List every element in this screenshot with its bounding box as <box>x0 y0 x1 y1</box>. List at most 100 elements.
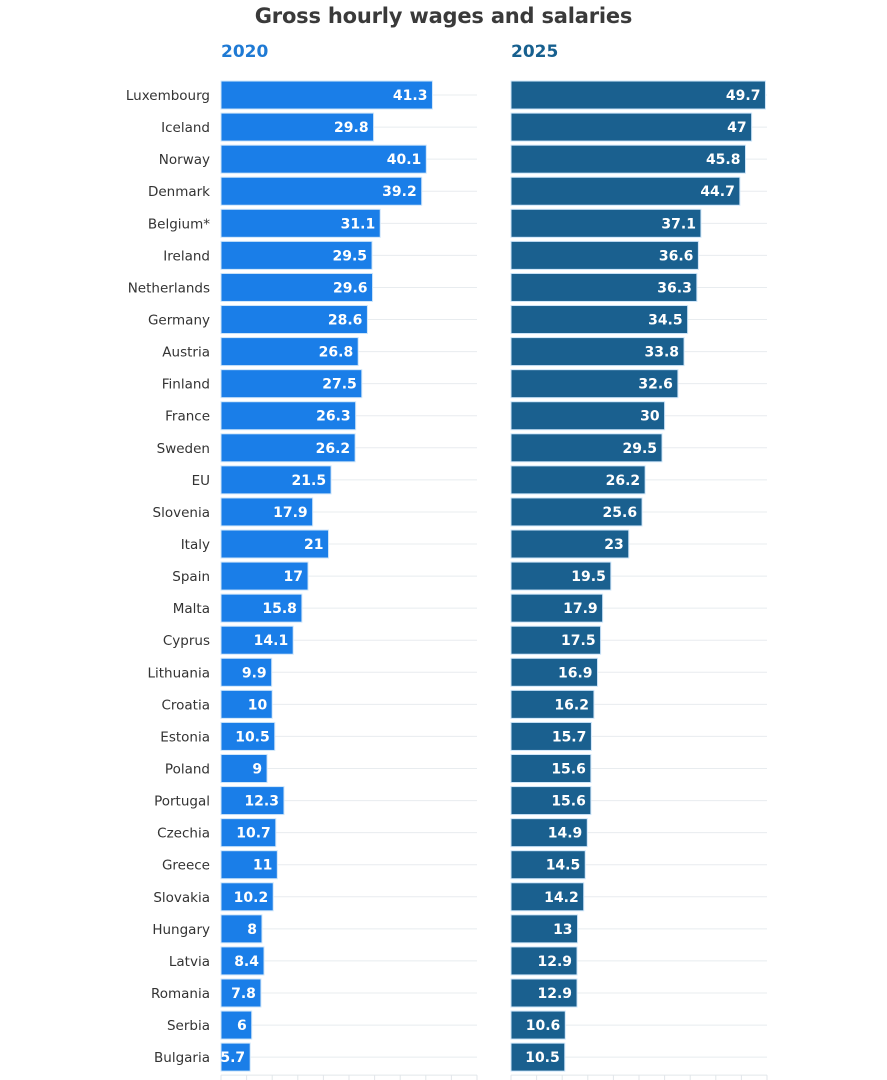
data-label: 40.1 <box>387 152 422 168</box>
data-label: 33.8 <box>645 345 680 361</box>
bar-2025 <box>510 208 702 238</box>
category-label: Croatia <box>161 697 210 713</box>
data-label: 17.9 <box>273 505 308 521</box>
chart-title: Gross hourly wages and salaries <box>254 4 633 28</box>
bar-2025 <box>510 1042 566 1072</box>
category-label: Estonia <box>160 729 210 745</box>
bar-2025 <box>510 561 612 591</box>
category-label: Denmark <box>148 184 210 200</box>
bar-2025 <box>510 754 592 784</box>
bar-2025 <box>510 914 579 944</box>
bar-2020 <box>220 786 285 816</box>
data-label: 19.5 <box>571 569 606 585</box>
category-label: Slovakia <box>153 890 210 906</box>
bar-2025 <box>510 433 663 463</box>
bar-2025 <box>510 305 689 335</box>
data-label: 12.9 <box>538 954 573 970</box>
category-label: Lithuania <box>147 665 210 681</box>
bar-2025 <box>510 882 585 912</box>
bar-2020 <box>220 689 273 719</box>
category-label: Sweden <box>157 441 210 457</box>
data-label: 12.9 <box>538 986 573 1002</box>
data-label: 14.5 <box>546 858 581 874</box>
data-label: 15.6 <box>551 794 586 810</box>
data-label: 7.8 <box>231 986 256 1002</box>
data-label: 16.2 <box>554 697 589 713</box>
data-label: 29.5 <box>332 248 367 264</box>
bar-2020 <box>220 978 262 1008</box>
bar-2025 <box>510 625 602 655</box>
category-label: Greece <box>162 858 210 874</box>
bar-2020 <box>220 914 263 944</box>
data-label: 9 <box>252 762 262 778</box>
category-label: Czechia <box>157 826 210 842</box>
panel-title-2020: 2020 <box>221 42 269 62</box>
bar-2020 <box>220 946 265 976</box>
panel-title-2025: 2025 <box>511 42 559 62</box>
category-label: Malta <box>173 601 210 617</box>
category-label: Portugal <box>154 794 210 810</box>
data-label: 27.5 <box>322 377 357 393</box>
bar-2025 <box>510 657 599 687</box>
data-label: 31.1 <box>341 216 376 232</box>
data-label: 10.7 <box>236 826 271 842</box>
data-label: 21.5 <box>292 473 327 489</box>
data-label: 17 <box>284 569 303 585</box>
category-label: Spain <box>172 569 210 585</box>
data-label: 17.5 <box>561 633 596 649</box>
data-label: 14.1 <box>254 633 289 649</box>
bar-2025 <box>510 240 699 270</box>
bar-2020 <box>220 337 359 367</box>
data-label: 10.2 <box>234 890 269 906</box>
data-label: 15.7 <box>552 729 587 745</box>
category-label: France <box>165 409 210 425</box>
category-label: Hungary <box>152 922 210 938</box>
data-label: 21 <box>304 537 323 553</box>
bar-2020 <box>220 401 357 431</box>
category-label: Iceland <box>161 120 210 136</box>
data-label: 10.5 <box>525 1050 560 1066</box>
category-label: Luxembourg <box>126 88 210 104</box>
data-label: 10.5 <box>235 729 270 745</box>
data-label: 5.7 <box>220 1050 245 1066</box>
data-label: 9.9 <box>242 665 267 681</box>
data-label: 29.5 <box>622 441 657 457</box>
bar-2020 <box>220 721 276 751</box>
bar-2020 <box>220 850 278 880</box>
bar-2025 <box>510 272 698 302</box>
bar-2020 <box>220 240 373 270</box>
data-label: 15.6 <box>551 762 586 778</box>
bar-2025 <box>510 850 586 880</box>
data-label: 15.8 <box>262 601 297 617</box>
data-label: 16.9 <box>558 665 593 681</box>
bar-2020 <box>220 882 274 912</box>
data-label: 13 <box>553 922 572 938</box>
data-label: 12.3 <box>244 794 279 810</box>
data-label: 41.3 <box>393 88 428 104</box>
data-label: 36.6 <box>659 248 694 264</box>
data-label: 28.6 <box>328 313 363 329</box>
category-label: Cyprus <box>163 633 210 649</box>
bar-2020 <box>220 465 332 495</box>
data-label: 10.6 <box>526 1018 561 1034</box>
bar-2025 <box>510 946 578 976</box>
data-label: 37.1 <box>661 216 696 232</box>
bar-2025 <box>510 786 592 816</box>
data-label: 45.8 <box>706 152 741 168</box>
data-label: 14.2 <box>544 890 579 906</box>
bar-2025 <box>510 689 595 719</box>
data-label: 47 <box>727 120 746 136</box>
bar-2020 <box>220 176 423 206</box>
data-label: 49.7 <box>726 88 761 104</box>
bar-2025 <box>510 497 643 527</box>
data-label: 10 <box>248 697 268 713</box>
data-label: 8 <box>247 922 257 938</box>
data-label: 17.9 <box>563 601 598 617</box>
bar-2025 <box>510 818 588 848</box>
category-label: Latvia <box>169 954 210 970</box>
category-label: Poland <box>165 762 210 778</box>
bar-2020 <box>220 593 303 623</box>
data-label: 26.2 <box>606 473 641 489</box>
category-label: Ireland <box>163 248 210 264</box>
bar-2025 <box>510 529 630 559</box>
